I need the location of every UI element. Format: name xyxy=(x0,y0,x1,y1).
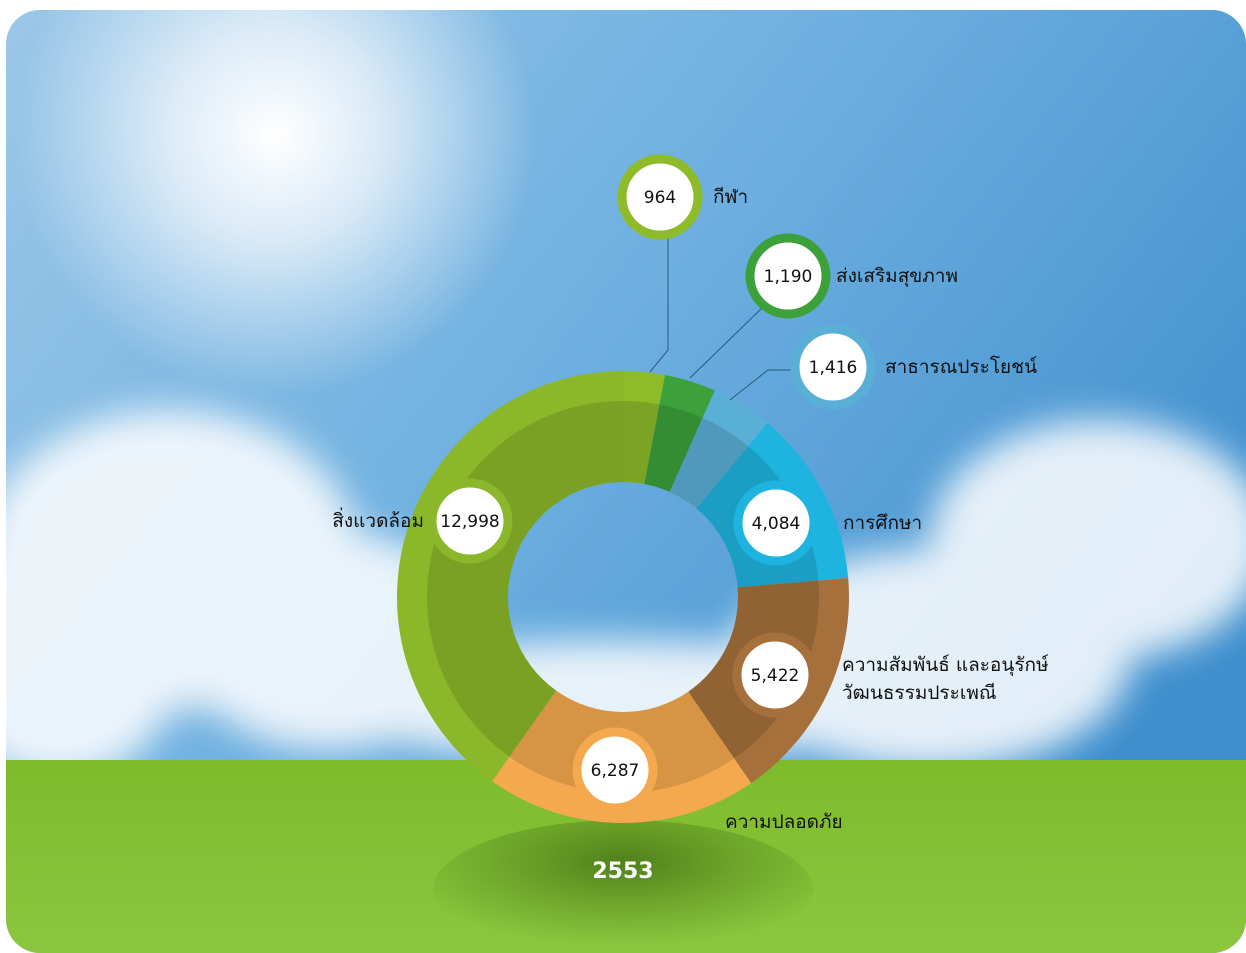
category-label: ความปลอดภัย xyxy=(725,808,843,836)
category-label: สาธารณประโยชน์ xyxy=(885,353,1037,381)
category-label: ความสัมพันธ์ และอนุรักษ์วัฒนธรรมประเพณี xyxy=(842,651,1132,707)
value-label: 12,998 xyxy=(440,512,499,532)
chart-title: 2553 xyxy=(592,859,653,884)
chart: 2553 964 1,190 1,416 4,084 5,422 6,287 12,998 xyxy=(0,0,1246,953)
value-label: 5,422 xyxy=(751,666,800,686)
value-label: 6,287 xyxy=(591,761,640,781)
category-label: การศึกษา xyxy=(843,509,922,537)
category-label: สิ่งแวดล้อม xyxy=(332,507,424,535)
category-label: ส่งเสริมสุขภาพ xyxy=(836,262,958,290)
value-label: 4,084 xyxy=(752,514,801,534)
category-label: กีฬา xyxy=(713,183,748,211)
value-label: 1,416 xyxy=(809,358,858,378)
value-label: 1,190 xyxy=(764,267,813,287)
value-label: 964 xyxy=(644,188,676,208)
infographic: 2553 9641,1901,4164,0845,4226,28712,998 … xyxy=(0,0,1246,953)
